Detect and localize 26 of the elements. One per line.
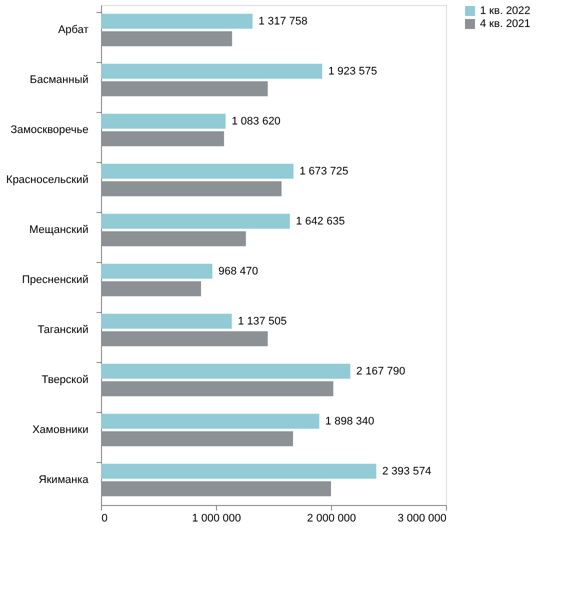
data-label: 1 317 758 (258, 15, 308, 28)
y-tick-label: Пресненский (22, 274, 88, 286)
data-label: 968 470 (218, 265, 258, 278)
data-label: 1 923 575 (328, 65, 378, 78)
y-tick-label: Красносельский (6, 174, 88, 186)
y-tick-label: Хамовники (32, 424, 88, 436)
y-tick-label: Арбат (58, 24, 88, 36)
data-label: 1 083 620 (232, 115, 281, 128)
x-tick-label: 2 000 000 (307, 512, 356, 524)
data-label: 1 898 340 (325, 415, 374, 428)
y-tick-label: Басманный (30, 74, 88, 86)
x-tick-label: 0 (102, 512, 108, 524)
data-label: 2 167 790 (356, 365, 406, 378)
legend-label: 1 кв. 2022 (480, 5, 530, 17)
legend-label: 4 кв. 2021 (480, 18, 530, 30)
y-tick-label: Якиманка (38, 474, 90, 486)
y-tick-label: Таганский (38, 324, 88, 336)
data-label: 1 642 635 (296, 215, 345, 228)
y-tick-label: Мещанский (29, 224, 88, 236)
y-tick-label: Замоскворечье (10, 124, 88, 136)
data-label: 2 393 574 (382, 465, 432, 478)
data-label: 1 673 725 (299, 165, 348, 178)
y-tick-label: Тверской (42, 374, 88, 386)
data-label: 1 137 505 (238, 315, 287, 328)
x-tick-label: 1 000 000 (192, 512, 241, 524)
x-tick-label: 3 000 000 (398, 512, 446, 524)
